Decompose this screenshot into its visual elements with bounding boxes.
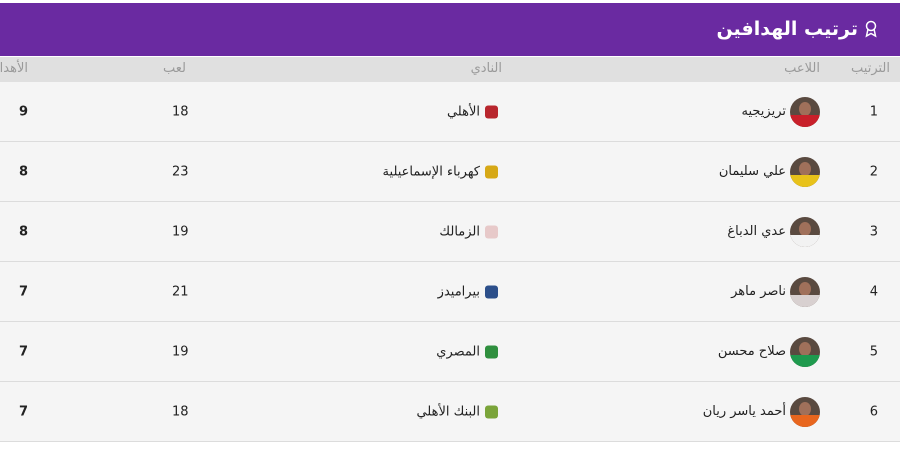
title-text: ترتيب الهدافين — [716, 18, 858, 40]
table-row[interactable]: 4 ناصر ماهر بيراميدز 21 7 — [0, 262, 900, 322]
rank: 4 — [869, 284, 878, 299]
player-name[interactable]: تريزيجيه — [741, 104, 786, 119]
club-crest-icon — [485, 165, 498, 178]
player[interactable]: علي سليمان — [718, 156, 820, 187]
player[interactable]: صلاح محسن — [717, 336, 820, 367]
player-name[interactable]: أحمد ياسر ريان — [702, 404, 786, 419]
club-crest-icon — [485, 405, 498, 418]
club-name[interactable]: الزمالك — [439, 224, 480, 239]
player-avatar — [790, 96, 820, 127]
club[interactable]: كهرباء الإسماعيلية — [383, 164, 498, 179]
club-name[interactable]: المصري — [436, 344, 480, 359]
col-player: اللاعب — [784, 61, 820, 76]
player-avatar — [790, 336, 820, 367]
club[interactable]: الأهلي — [447, 104, 498, 119]
player-avatar — [790, 276, 820, 307]
played: 18 — [172, 404, 189, 419]
club-crest-icon — [485, 225, 498, 238]
club-crest-icon — [485, 285, 498, 298]
player[interactable]: عدي الدباغ — [727, 216, 820, 247]
player-name[interactable]: ناصر ماهر — [731, 284, 786, 299]
goals: 7 — [19, 344, 29, 359]
played: 23 — [172, 164, 189, 179]
rank: 6 — [869, 404, 878, 419]
goals: 9 — [19, 104, 29, 119]
header-banner: ترتيب الهدافين — [0, 3, 900, 56]
club[interactable]: بيراميدز — [438, 284, 498, 299]
player-avatar — [790, 216, 820, 247]
club-name[interactable]: كهرباء الإسماعيلية — [382, 164, 480, 179]
player-avatar — [790, 156, 820, 187]
club-crest-icon — [485, 345, 498, 358]
goals: 7 — [19, 284, 29, 299]
player-name[interactable]: علي سليمان — [718, 164, 786, 179]
rank: 1 — [869, 104, 878, 119]
table-row[interactable]: 2 علي سليمان كهرباء الإسماعيلية 23 8 — [0, 142, 900, 202]
goals: 8 — [19, 224, 29, 239]
played: 19 — [172, 224, 189, 239]
club-name[interactable]: البنك الأهلي — [416, 404, 480, 419]
rank: 3 — [869, 224, 878, 239]
goals: 7 — [19, 404, 29, 419]
table-header: الترتيب اللاعب النادي لعب الأهداف — [0, 57, 900, 82]
played: 19 — [172, 344, 189, 359]
player-avatar — [790, 396, 820, 427]
table-row[interactable]: 3 عدي الدباغ الزمالك 19 8 — [0, 202, 900, 262]
col-rank: الترتيب — [851, 61, 890, 76]
player[interactable]: أحمد ياسر ريان — [702, 396, 820, 427]
rank: 5 — [869, 344, 878, 359]
col-club: النادي — [470, 61, 502, 76]
club[interactable]: المصري — [436, 344, 498, 359]
player-name[interactable]: عدي الدباغ — [727, 224, 786, 239]
player-name[interactable]: صلاح محسن — [717, 344, 786, 359]
medal-icon — [865, 20, 877, 38]
page-title: ترتيب الهدافين — [716, 18, 878, 40]
player[interactable]: تريزيجيه — [741, 96, 820, 127]
col-goals: الأهداف — [0, 61, 28, 76]
club[interactable]: الزمالك — [439, 224, 498, 239]
table-row[interactable]: 1 تريزيجيه الأهلي 18 9 — [0, 82, 900, 142]
played: 18 — [172, 104, 189, 119]
rank: 2 — [869, 164, 878, 179]
played: 21 — [172, 284, 189, 299]
player[interactable]: ناصر ماهر — [731, 276, 820, 307]
club[interactable]: البنك الأهلي — [416, 404, 498, 419]
table-row[interactable]: 6 أحمد ياسر ريان البنك الأهلي 18 7 — [0, 382, 900, 442]
col-played: لعب — [163, 61, 186, 76]
club-name[interactable]: الأهلي — [446, 104, 480, 119]
club-crest-icon — [485, 105, 498, 118]
club-name[interactable]: بيراميدز — [437, 284, 480, 299]
table-row[interactable]: 5 صلاح محسن المصري 19 7 — [0, 322, 900, 382]
goals: 8 — [19, 164, 29, 179]
